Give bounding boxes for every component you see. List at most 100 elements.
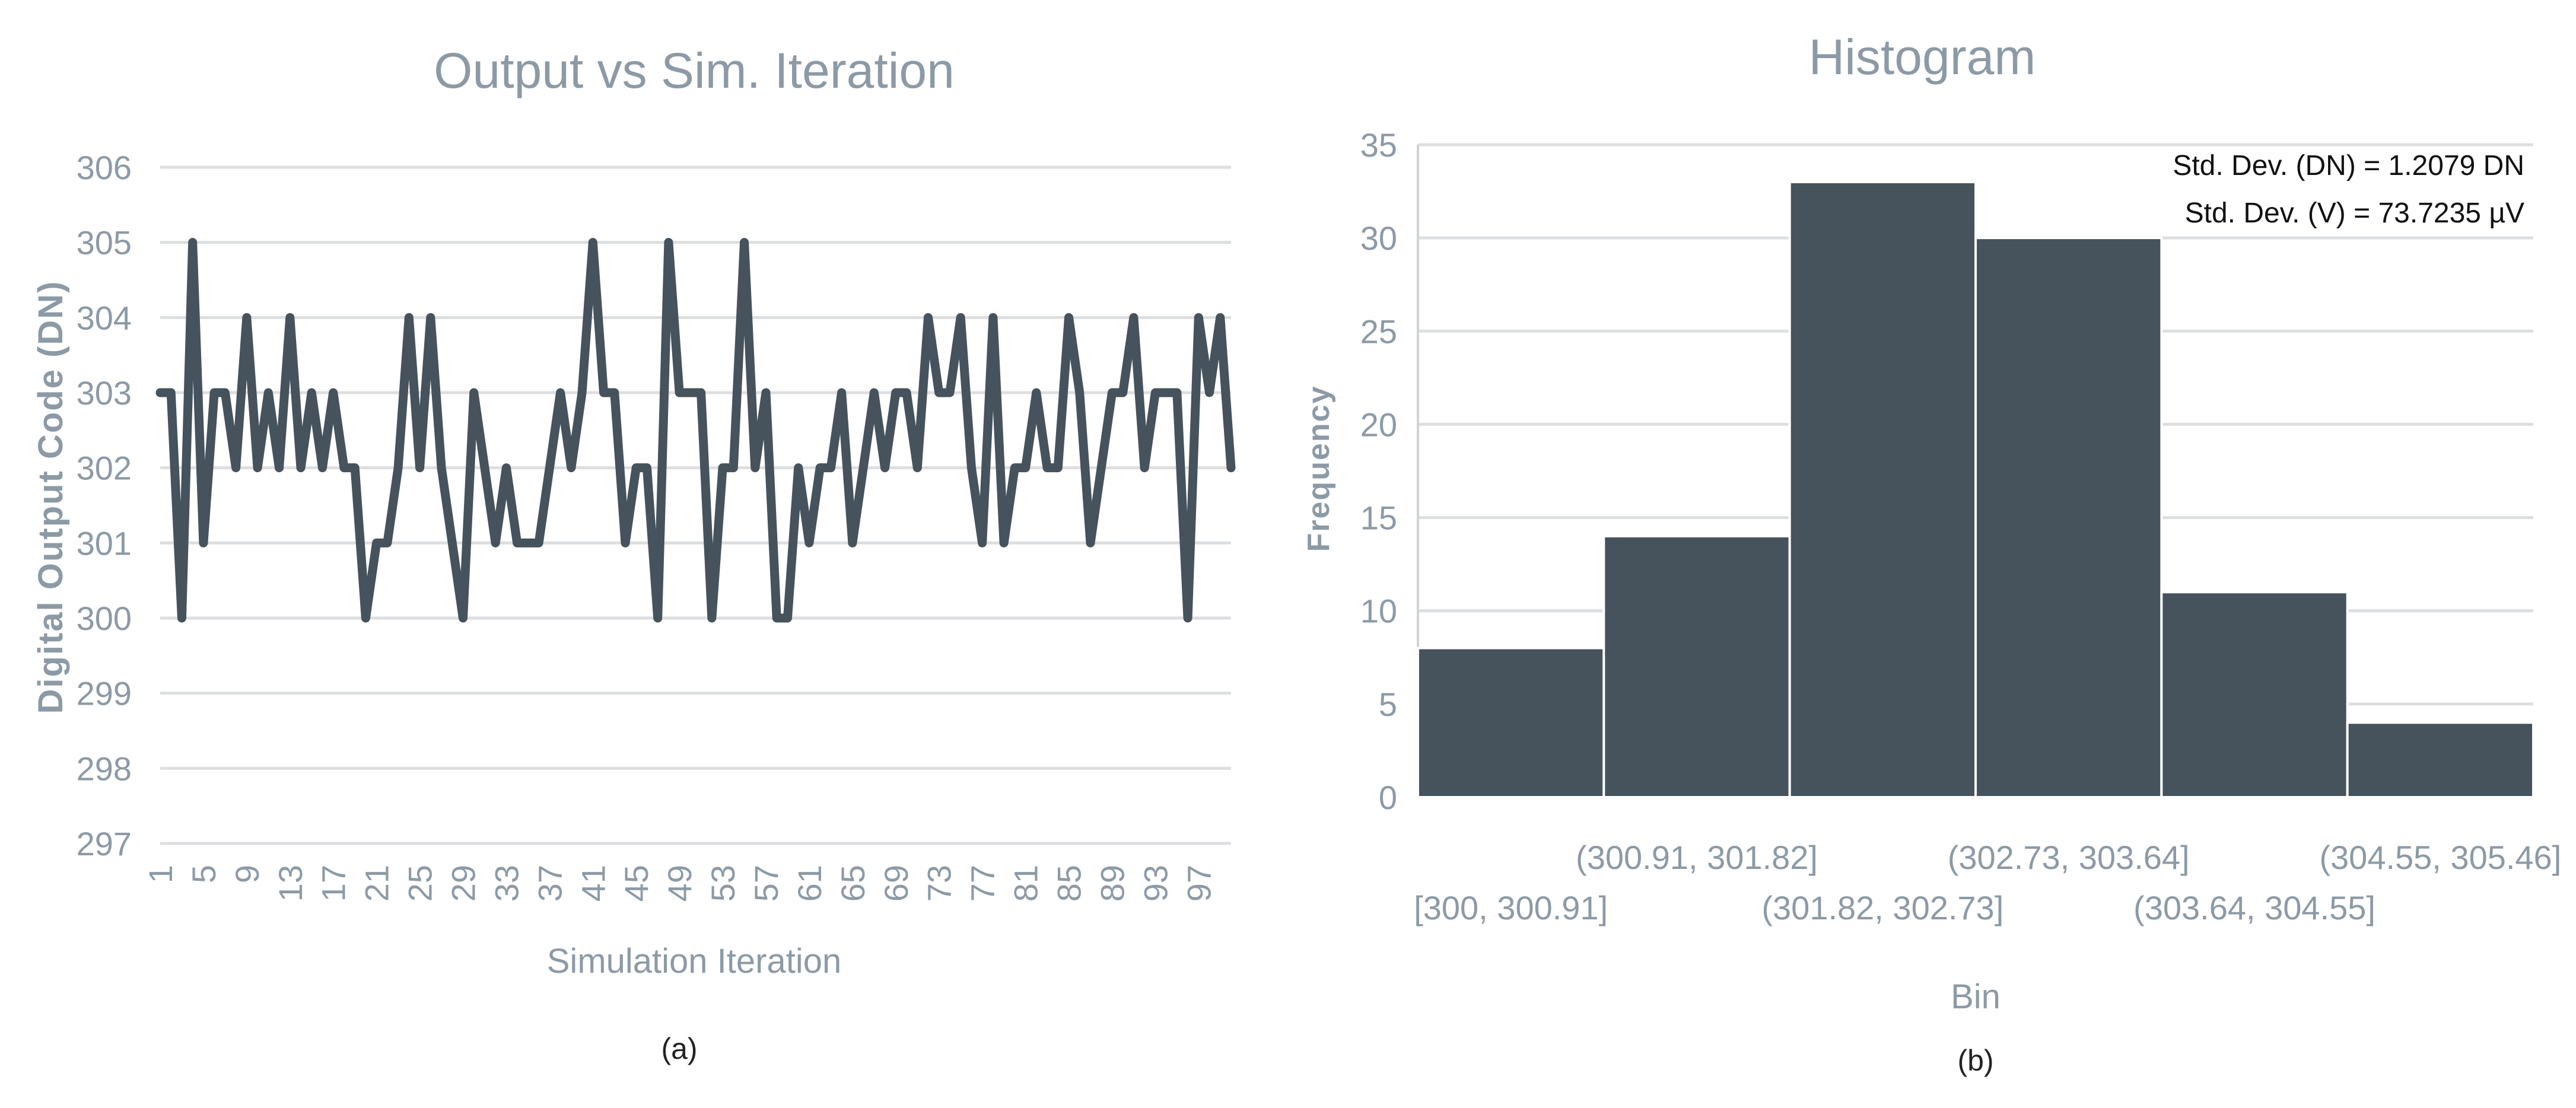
data-point (513, 539, 521, 547)
data-point (664, 238, 673, 247)
data-point (437, 463, 446, 472)
data-point (1162, 389, 1171, 397)
histogram-bar (2160, 591, 2349, 798)
histogram-chart: Histogram 0 5 10 15 20 25 30 35 [300, 300.91] (3… (1302, 29, 2561, 1077)
bin-label: (302.73, 303.64] (1948, 839, 2190, 876)
data-point (1097, 463, 1106, 472)
data-point (459, 614, 468, 622)
data-point (372, 539, 381, 547)
x-tick-label: 29 (445, 865, 482, 902)
data-point (1118, 389, 1127, 397)
x-tick-label: 57 (748, 865, 785, 902)
histogram-y-ticks: 0 5 10 15 20 25 30 35 (1360, 126, 1397, 816)
data-point (339, 463, 348, 472)
data-point (880, 463, 889, 472)
data-point (156, 389, 164, 397)
x-tick-label: 97 (1180, 865, 1217, 902)
line-chart-gridlines (160, 165, 1231, 845)
data-point (491, 539, 500, 547)
data-point (405, 313, 414, 322)
data-point (826, 463, 835, 472)
histogram-title: Histogram (1809, 29, 2036, 85)
x-tick-label: 1 (142, 865, 179, 883)
data-point (1021, 463, 1030, 472)
x-tick-label: 9 (228, 865, 266, 883)
histogram-bar (1974, 237, 2163, 798)
data-point (589, 238, 597, 247)
histogram-bar (1602, 535, 1791, 798)
data-point (361, 614, 370, 622)
data-point (1064, 313, 1073, 322)
line-chart: Output vs Sim. Iteration 297298299300301… (31, 43, 1236, 1065)
data-point (978, 539, 987, 547)
data-point (502, 463, 511, 472)
line-chart-x-axis-label: Simulation Iteration (547, 942, 841, 980)
histogram-x-ticks: [300, 300.91] (300.91, 301.82] (301.82, 30… (1414, 839, 2561, 926)
data-point (307, 389, 316, 397)
data-point (697, 389, 705, 397)
data-point (480, 463, 489, 472)
data-point (718, 463, 727, 472)
data-point (415, 463, 424, 472)
data-point (1205, 389, 1214, 397)
data-point (870, 389, 879, 397)
x-tick-label: 37 (531, 865, 568, 902)
data-point (707, 614, 716, 622)
data-point (924, 313, 933, 322)
x-tick-label: 73 (921, 865, 958, 902)
data-point (1108, 389, 1117, 397)
x-tick-label: 21 (358, 865, 396, 902)
data-point (599, 389, 608, 397)
y-tick-label: 25 (1360, 313, 1397, 350)
histogram-x-axis-label: Bin (1951, 978, 2001, 1016)
data-point (804, 539, 813, 547)
x-tick-label: 93 (1137, 865, 1174, 902)
std-dev-v-annotation: Std. Dev. (V) = 73.7235 µV (2185, 198, 2524, 229)
data-point (643, 463, 651, 472)
histogram-bar (1788, 180, 1977, 798)
data-point (632, 463, 641, 472)
y-tick-label: 298 (77, 750, 132, 787)
data-point (762, 389, 771, 397)
line-chart-series (155, 238, 1236, 623)
data-point (523, 539, 532, 547)
x-tick-label: 89 (1093, 865, 1131, 902)
data-point (891, 389, 900, 397)
y-tick-label: 304 (77, 299, 132, 336)
data-point (837, 389, 846, 397)
y-tick-label: 300 (77, 600, 132, 637)
data-point (1184, 614, 1192, 622)
histogram-bar (2346, 721, 2535, 799)
data-point (242, 313, 251, 322)
x-tick-label: 17 (315, 865, 352, 902)
data-point (945, 389, 954, 397)
data-point (1140, 463, 1149, 472)
line-chart-y-axis-label: Digital Output Code (DN) (31, 280, 70, 714)
y-tick-label: 306 (77, 149, 132, 186)
x-tick-label: 85 (1051, 865, 1088, 902)
y-tick-label: 20 (1360, 406, 1397, 443)
data-point (264, 389, 273, 397)
y-tick-label: 297 (77, 825, 132, 862)
histogram-bar (1417, 647, 1605, 798)
histogram-y-axis-label: Frequency (1302, 386, 1336, 552)
data-point (567, 463, 575, 472)
data-point (859, 463, 868, 472)
y-tick-label: 30 (1360, 219, 1397, 257)
data-point (934, 389, 943, 397)
data-point (956, 313, 965, 322)
bin-label: (300.91, 301.82] (1576, 839, 1818, 876)
data-point (1216, 313, 1225, 322)
x-tick-label: 53 (704, 865, 742, 902)
data-point (1043, 463, 1052, 472)
data-point (188, 238, 197, 247)
data-point (297, 463, 306, 472)
data-point (621, 539, 629, 547)
y-tick-label: 301 (77, 524, 132, 562)
y-tick-label: 35 (1360, 126, 1397, 164)
std-dev-dn-annotation: Std. Dev. (DN) = 1.2079 DN (2173, 150, 2524, 182)
data-point (729, 463, 738, 472)
x-tick-label: 69 (877, 865, 915, 902)
data-point (967, 463, 976, 472)
